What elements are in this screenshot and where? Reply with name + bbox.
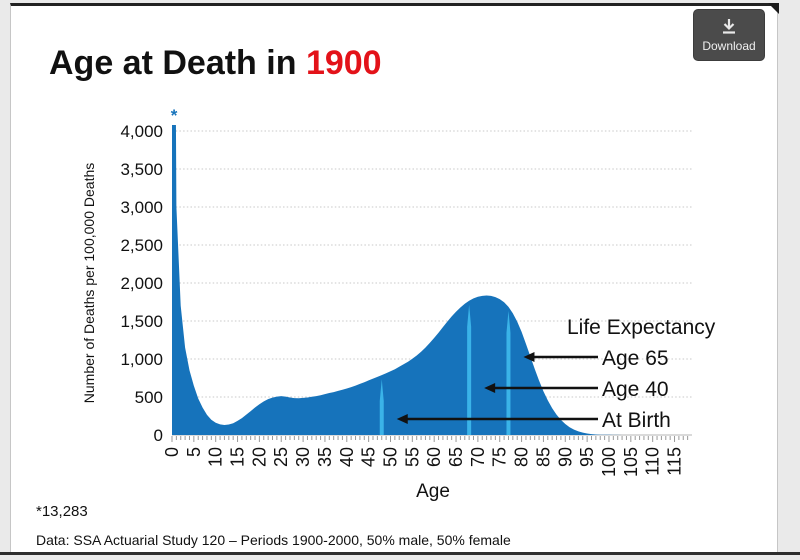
x-tick-label: 115 xyxy=(665,447,685,476)
page-bottom-edge xyxy=(0,552,800,555)
x-tick-label: 105 xyxy=(621,447,641,477)
download-icon xyxy=(723,18,735,34)
download-label: Download xyxy=(702,38,756,53)
page-fold-corner xyxy=(768,3,779,14)
life-expectancy-marker xyxy=(379,379,384,435)
annotation-arrowhead xyxy=(523,352,535,362)
page-title-year: 1900 xyxy=(305,44,382,82)
x-tick-label: 25 xyxy=(271,447,291,467)
y-tick-label: 1,000 xyxy=(120,350,163,369)
y-tick-label: 2,500 xyxy=(120,236,163,255)
y-tick-label: 4,000 xyxy=(120,122,163,141)
download-button[interactable]: Download xyxy=(694,10,764,60)
annotation-arrowhead xyxy=(484,383,496,393)
x-tick-label: 55 xyxy=(402,447,422,467)
x-tick-label: 50 xyxy=(380,447,400,467)
x-tick-label: 80 xyxy=(512,447,532,467)
x-tick-label: 75 xyxy=(490,447,510,467)
page-title: Age at Death in 1900 xyxy=(49,44,382,83)
y-axis-labels: 0 500 1,000 1,500 2,000 2,500 3,000 3,500 4,000 xyxy=(120,122,163,445)
x-tick-label: 60 xyxy=(424,447,444,467)
x-axis-ticks xyxy=(171,436,689,442)
asterisk-footnote: *13,283 xyxy=(36,503,88,520)
x-tick-label: 20 xyxy=(249,447,269,467)
area-chart: 05001,0001,5002,0002,5003,0003,5004,000N… xyxy=(81,106,716,502)
x-tick-label: 90 xyxy=(555,447,575,467)
y-tick-label: 500 xyxy=(135,388,163,407)
x-tick-label: 30 xyxy=(293,447,313,467)
x-axis-title: Age xyxy=(416,481,450,502)
x-tick-label: 45 xyxy=(359,447,379,467)
annotation-label: At Birth xyxy=(602,409,671,432)
x-tick-label: 0 xyxy=(162,447,182,457)
x-axis-labels: 0 5 10 15 20 25 30 35 40 45 50 55 60 65 70 75 80 85 90 95 10… xyxy=(162,447,685,477)
y-tick-label: 1,500 xyxy=(120,312,163,331)
y-tick-label: 3,500 xyxy=(120,160,163,179)
life-expectancy-marker xyxy=(467,304,472,435)
slide-page xyxy=(10,3,778,552)
annotation-arrowhead xyxy=(396,414,408,424)
y-tick-label: 0 xyxy=(154,426,163,445)
page-title-prefix: Age at Death in xyxy=(49,44,306,82)
annotation-heading: Life Expectancy xyxy=(567,316,716,339)
area-series xyxy=(172,125,675,435)
y-axis-title: Number of Deaths per 100,000 Deaths xyxy=(81,163,97,403)
annotation-label: Age 40 xyxy=(602,378,669,401)
x-tick-label: 65 xyxy=(446,447,466,467)
x-tick-label: 40 xyxy=(337,447,357,467)
x-tick-label: 95 xyxy=(577,447,597,467)
annotations: Life Expectancy Age 65 Age 40 At Birth xyxy=(396,316,716,432)
x-tick-label: 70 xyxy=(468,447,488,467)
annotation-label: Age 65 xyxy=(602,347,669,370)
data-source-note: Data: SSA Actuarial Study 120 – Periods … xyxy=(36,532,511,548)
x-tick-label: 100 xyxy=(599,447,619,477)
y-tick-label: 3,000 xyxy=(120,198,163,217)
x-tick-label: 85 xyxy=(533,447,553,467)
x-tick-label: 110 xyxy=(643,447,663,476)
x-tick-label: 5 xyxy=(184,447,204,457)
x-tick-label: 10 xyxy=(206,447,226,467)
clipped-value-asterisk: * xyxy=(171,106,178,125)
life-expectancy-marker xyxy=(506,310,511,435)
y-tick-label: 2,000 xyxy=(120,274,163,293)
x-tick-label: 35 xyxy=(315,447,335,467)
x-tick-label: 15 xyxy=(228,447,248,467)
